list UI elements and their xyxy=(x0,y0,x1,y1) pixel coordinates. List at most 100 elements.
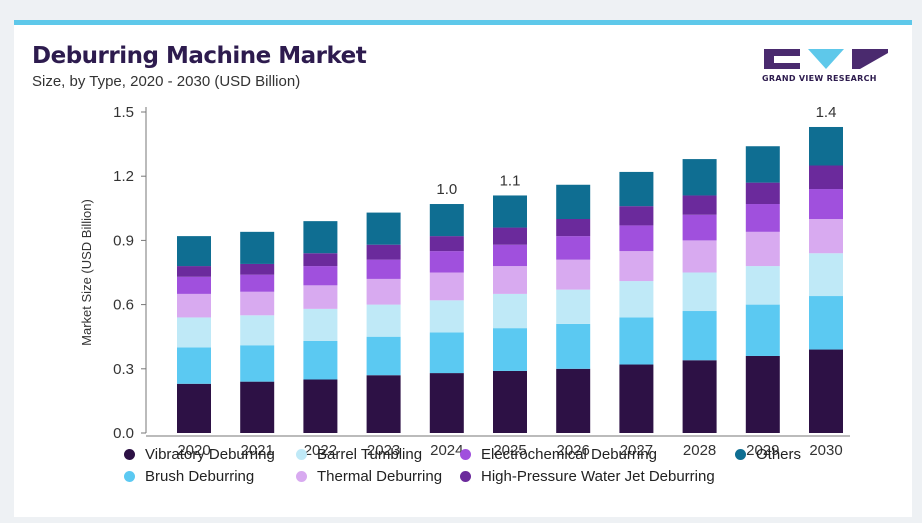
legend-swatch xyxy=(296,449,307,460)
legend-label: Thermal Deburring xyxy=(317,468,443,485)
legend-label: Others xyxy=(756,446,802,463)
y-tick-label: 0.6 xyxy=(113,297,134,314)
x-tick-label: 2024 xyxy=(430,442,463,459)
bar-segment-others xyxy=(809,126,843,166)
bar-segment-hpwj xyxy=(745,182,780,205)
bar-segment-others xyxy=(682,159,717,196)
chart-legend: Vibratory Deburring Barrel Tumbling Electr… xyxy=(108,446,808,490)
bar-segment-barrel xyxy=(366,304,401,337)
bar-segment-brush xyxy=(682,311,717,361)
bar-segment-electro xyxy=(493,244,527,267)
logo-text: GRAND VIEW RESEARCH xyxy=(762,74,877,83)
x-tick-label: 2027 xyxy=(620,442,653,459)
bar-segment-barrel xyxy=(493,293,527,329)
bar-segment-hpwj xyxy=(809,165,843,190)
bar-segment-brush xyxy=(809,296,843,350)
bar-segment-barrel xyxy=(177,317,211,348)
bar-segment-thermal xyxy=(809,219,843,254)
legend-item-thermal: Thermal Deburring xyxy=(296,468,442,485)
x-tick-label: 2020 xyxy=(177,442,210,459)
bar-segment-others xyxy=(429,204,464,237)
bar-segment-electro xyxy=(366,259,401,279)
x-tick-label: 2023 xyxy=(367,442,400,459)
bar-segment-others xyxy=(177,236,211,267)
x-tick-label: 2021 xyxy=(241,442,274,459)
bar-segment-barrel xyxy=(429,300,464,333)
legend-label: High-Pressure Water Jet Deburring xyxy=(481,468,715,485)
bar-segment-electro xyxy=(240,274,275,292)
bar-segment-brush xyxy=(366,336,401,376)
bar-segment-hpwj xyxy=(366,244,401,260)
y-tick-label: 0.0 xyxy=(113,425,134,442)
y-tick-label: 1.2 xyxy=(113,168,134,185)
bar-segment-others xyxy=(493,195,527,228)
bar-segment-brush xyxy=(303,340,338,380)
x-tick-label: 2028 xyxy=(683,442,716,459)
bar-segment-thermal xyxy=(303,285,338,309)
bar-segment-others xyxy=(619,171,654,207)
bar-segment-brush xyxy=(240,345,275,382)
x-tick-label: 2026 xyxy=(557,442,590,459)
bar-segment-vibratory xyxy=(745,355,780,433)
bar-segment-vibratory xyxy=(493,370,527,433)
y-tick-label: 0.3 xyxy=(113,361,134,378)
legend-label: Electrochemical Deburring xyxy=(481,446,657,463)
bar-segment-electro xyxy=(682,214,717,241)
bar-segment-hpwj xyxy=(303,253,338,267)
bar-segment-thermal xyxy=(556,259,591,290)
bar-segment-thermal xyxy=(619,251,654,282)
bar-segment-brush xyxy=(177,347,211,384)
data-label-total: 1.0 xyxy=(436,181,457,198)
bar-segment-brush xyxy=(745,304,780,356)
legend-item-vibratory: Vibratory Deburring xyxy=(124,446,275,463)
legend-swatch xyxy=(735,449,746,460)
legend-swatch xyxy=(296,471,307,482)
bar-segment-vibratory xyxy=(240,381,275,433)
bar-segment-brush xyxy=(556,323,591,369)
bar-segment-thermal xyxy=(240,291,275,316)
bar-segment-thermal xyxy=(177,293,211,318)
bar-segment-barrel xyxy=(556,289,591,324)
bar-segment-thermal xyxy=(682,240,717,273)
bar-segment-vibratory xyxy=(809,349,843,433)
legend-swatch xyxy=(124,449,135,460)
legend-item-others: Others xyxy=(735,446,801,463)
legend-swatch xyxy=(124,471,135,482)
bar-segment-barrel xyxy=(303,308,338,341)
bar-segment-electro xyxy=(809,189,843,219)
bar-segment-electro xyxy=(556,236,591,260)
chart-title: Deburring Machine Market xyxy=(32,43,367,69)
bar-segment-others xyxy=(240,231,275,264)
x-tick-label: 2022 xyxy=(304,442,337,459)
legend-swatch xyxy=(460,471,471,482)
bar-segment-barrel xyxy=(619,281,654,318)
bar-segment-brush xyxy=(493,328,527,371)
bar-segment-electro xyxy=(303,266,338,286)
bar-segment-others xyxy=(556,184,591,219)
bar-segment-others xyxy=(366,212,401,245)
bar-segment-electro xyxy=(745,204,780,232)
bar-segment-vibratory xyxy=(556,368,591,433)
legend-label: Vibratory Deburring xyxy=(145,446,275,463)
bar-segment-electro xyxy=(619,225,654,252)
bar-segment-thermal xyxy=(429,272,464,301)
bar-segment-vibratory xyxy=(682,360,717,433)
bar-segment-thermal xyxy=(745,231,780,267)
legend-item-hpwj: High-Pressure Water Jet Deburring xyxy=(460,468,715,485)
bar-segment-electro xyxy=(177,276,211,294)
bar-segment-barrel xyxy=(240,315,275,346)
bar-segment-vibratory xyxy=(429,373,464,433)
x-tick-label: 2029 xyxy=(746,442,779,459)
legend-label: Barrel Tumbling xyxy=(317,446,423,463)
bar-segment-hpwj xyxy=(556,219,591,237)
bar-segment-hpwj xyxy=(493,227,527,245)
bar-segment-vibratory xyxy=(177,383,211,433)
bar-segment-brush xyxy=(429,332,464,374)
chart-subtitle: Size, by Type, 2020 - 2030 (USD Billion) xyxy=(32,73,301,90)
y-tick-label: 0.9 xyxy=(113,232,134,249)
bar-segment-thermal xyxy=(366,278,401,305)
legend-label: Brush Deburring xyxy=(145,468,255,485)
grand-view-research-logo xyxy=(764,49,888,69)
x-tick-label: 2025 xyxy=(493,442,526,459)
